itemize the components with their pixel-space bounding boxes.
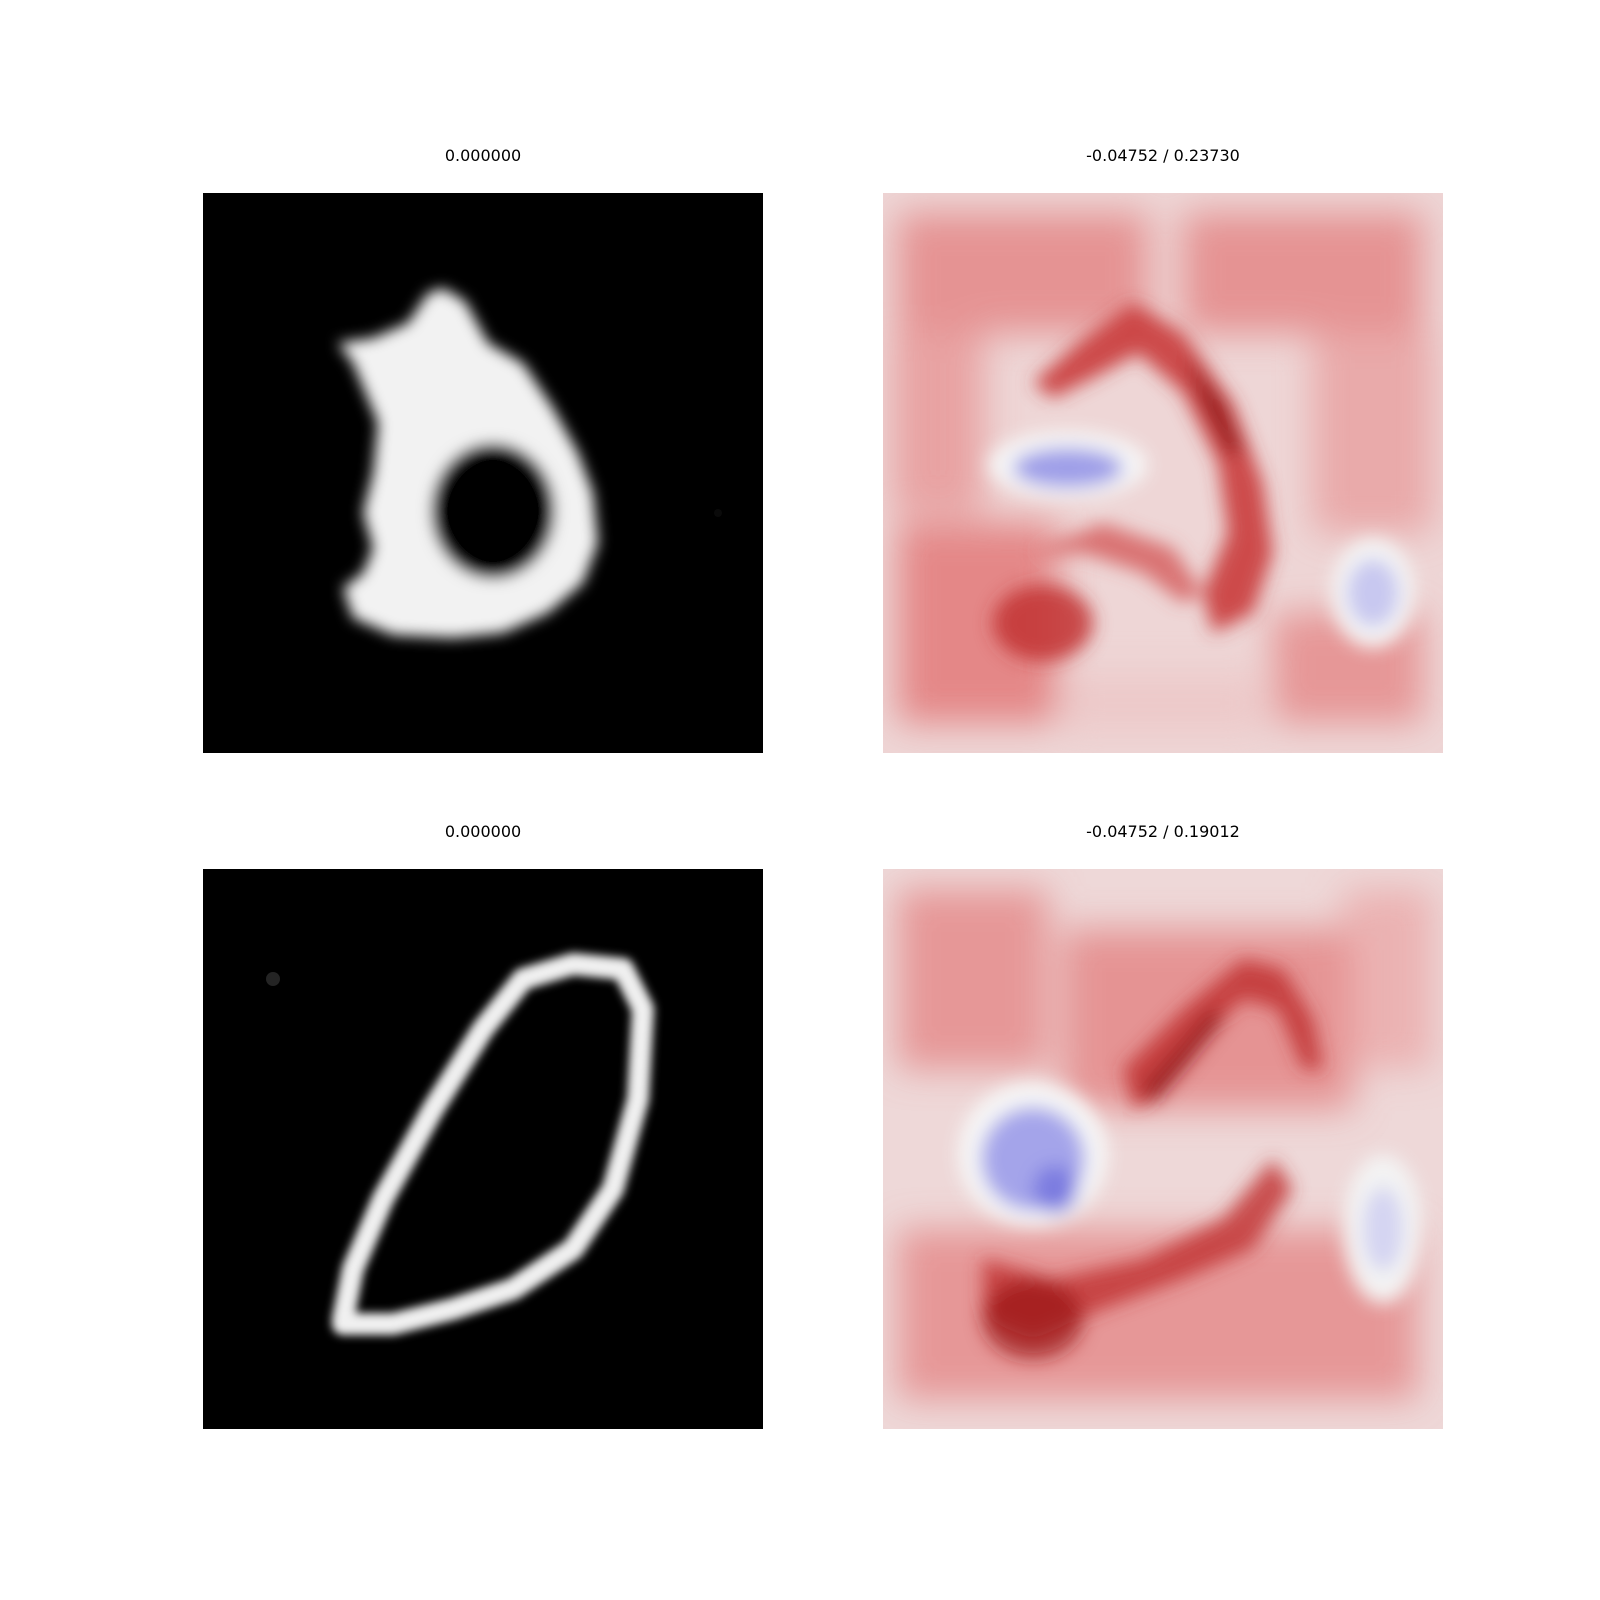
panel-title-relevance-2: -0.04752 / 0.19012 (1086, 822, 1240, 841)
relevance-heatmap-1 (883, 193, 1443, 753)
input-image-2 (203, 869, 763, 1429)
panel-title-input-2: 0.000000 (444, 822, 522, 841)
relevance-heatmap-2 (883, 869, 1443, 1429)
panel-title-relevance-1: -0.04752 / 0.23730 (1086, 146, 1240, 165)
input-image-1-svg (203, 193, 763, 753)
input-image-1 (203, 193, 763, 753)
relevance-heatmap-1-svg (883, 193, 1443, 753)
relevance-heatmap-2-svg (883, 869, 1443, 1429)
input-image-2-svg (203, 869, 763, 1429)
panel-title-input-1: 0.000000 (444, 146, 522, 165)
